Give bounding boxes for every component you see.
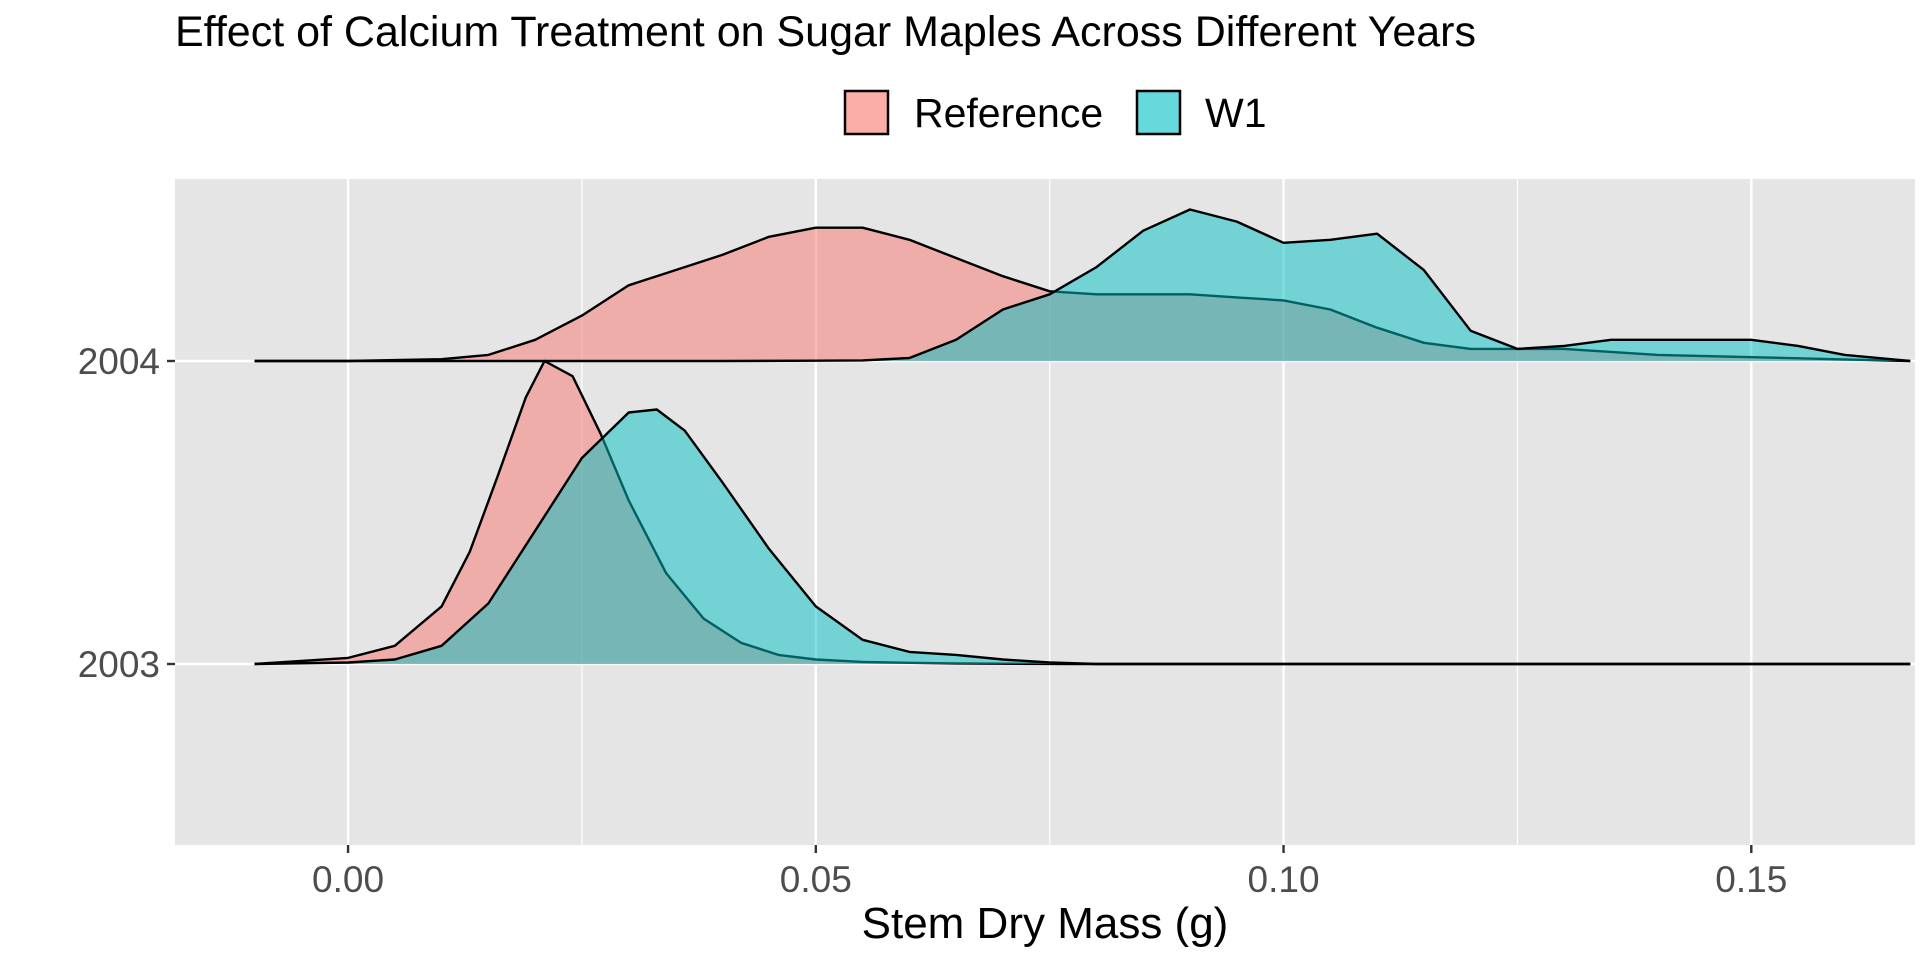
x-tick-label: 0.00 [312,859,384,900]
ridge-area-w1-2004 [254,209,1911,361]
legend-key-reference [843,89,890,136]
x-axis-title: Stem Dry Mass (g) [862,899,1229,948]
legend: Reference W1 [843,89,1267,136]
chart-title: Effect of Calcium Treatment on Sugar Map… [175,8,1476,56]
ridge-area-w1-2003 [254,409,1911,664]
legend-label-reference: Reference [914,90,1103,136]
x-axis: 0.00 0.05 0.10 0.15 [312,845,1787,900]
x-tick-label: 0.15 [1715,859,1787,900]
plot-panel [175,179,1915,845]
legend-label-w1: W1 [1205,90,1267,136]
ridge-line-w1-2004 [254,208,1911,363]
legend-key-w1 [1135,89,1182,136]
x-tick-label: 0.10 [1248,859,1320,900]
ridge-line-w1-2003 [254,408,1911,666]
x-tick-label: 0.05 [780,859,852,900]
y-tick-label-2004: 2004 [78,341,160,382]
y-axis: 2003 2004 [78,341,175,685]
y-tick-label-2003: 2003 [78,644,160,685]
ridges [254,208,1911,666]
